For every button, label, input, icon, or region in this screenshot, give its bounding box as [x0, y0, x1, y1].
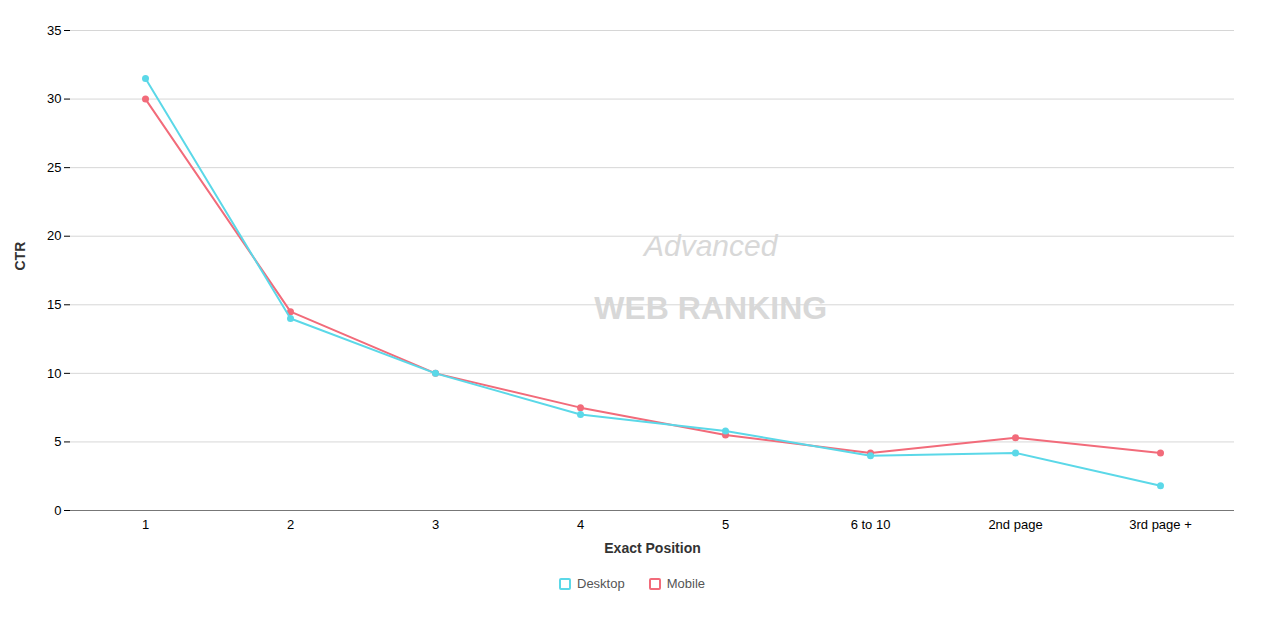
- html-text:Mobile: Mobile: [666, 576, 705, 591]
- svg-text:3: 3: [432, 517, 439, 532]
- svg-text:4: 4: [577, 517, 584, 532]
- svg-text:WEB RANKING: WEB RANKING: [594, 290, 827, 326]
- svg-text:25: 25: [47, 160, 61, 175]
- svg-text:0: 0: [54, 503, 61, 518]
- svg-text:30: 30: [47, 91, 61, 106]
- svg-text:20: 20: [47, 228, 61, 243]
- svg-text:15: 15: [47, 297, 61, 312]
- svg-text:1: 1: [142, 517, 149, 532]
- svg-text:2: 2: [287, 517, 294, 532]
- svg-text:35: 35: [47, 23, 61, 38]
- svg-text:6 to 10: 6 to 10: [851, 517, 891, 532]
- svg-text:Exact Position: Exact Position: [604, 540, 700, 556]
- svg-text:CTR: CTR: [12, 242, 28, 271]
- svg-text:3rd page +: 3rd page +: [1129, 517, 1192, 532]
- svg-text:5: 5: [54, 434, 61, 449]
- svg-text:10: 10: [47, 366, 61, 381]
- html-text:Desktop: Desktop: [577, 576, 625, 591]
- svg-text:2nd page: 2nd page: [988, 517, 1042, 532]
- svg-text:5: 5: [722, 517, 729, 532]
- svg-text:Advanced: Advanced: [642, 229, 779, 262]
